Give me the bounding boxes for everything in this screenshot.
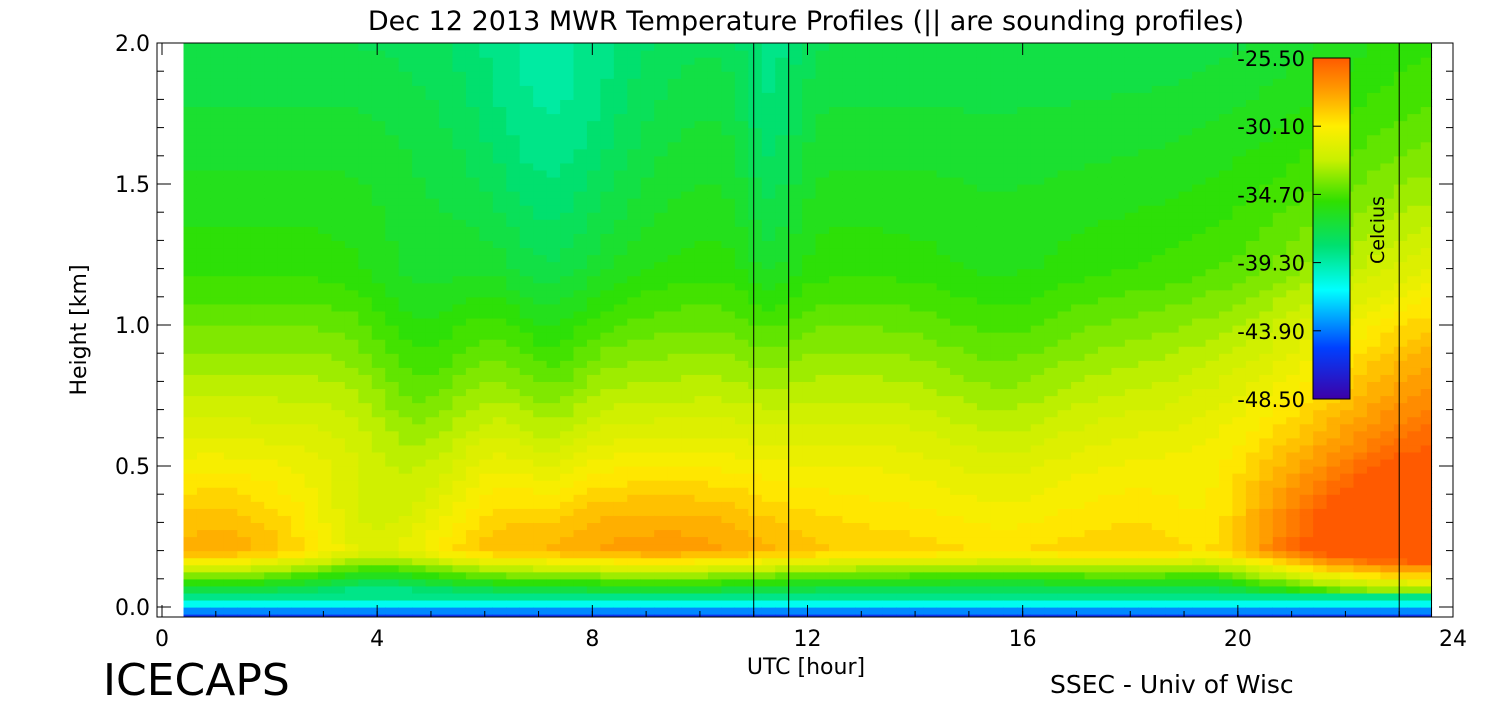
colorbar-tick-label: -39.30 [1237, 252, 1305, 276]
colorbar-tick-label: -25.50 [1237, 47, 1305, 71]
colorbar-label: Celcius [1367, 196, 1389, 264]
x-tick-label: 12 [794, 627, 822, 652]
colorbar-tick-label: -30.10 [1237, 115, 1305, 139]
colorbar-tick-label: -43.90 [1237, 320, 1305, 344]
logo-text: ICECAPS [103, 655, 290, 700]
chart-title: Dec 12 2013 MWR Temperature Profiles (||… [368, 6, 1244, 37]
x-tick-label: 20 [1224, 627, 1252, 652]
colorbar-tick-label: -48.50 [1237, 388, 1305, 412]
x-tick-label: 4 [370, 627, 384, 652]
colorbar-scale [1313, 58, 1350, 399]
colorbar-tick-label: -34.70 [1237, 183, 1305, 207]
x-tick-label: 24 [1439, 627, 1467, 652]
x-tick-label: 8 [585, 627, 599, 652]
y-tick-label: 2.0 [115, 32, 150, 57]
x-axis-label: UTC [hour] [747, 655, 865, 680]
x-tick-label: 16 [1009, 627, 1037, 652]
y-tick-label: 0.0 [115, 596, 150, 621]
y-tick-label: 1.5 [115, 173, 150, 198]
y-axis-label: Height [km] [67, 264, 92, 395]
x-tick-label: 0 [155, 627, 169, 652]
y-tick-label: 0.5 [115, 455, 150, 480]
y-tick-label: 1.0 [115, 314, 150, 339]
credit-text: SSEC - Univ of Wisc [1050, 670, 1294, 699]
